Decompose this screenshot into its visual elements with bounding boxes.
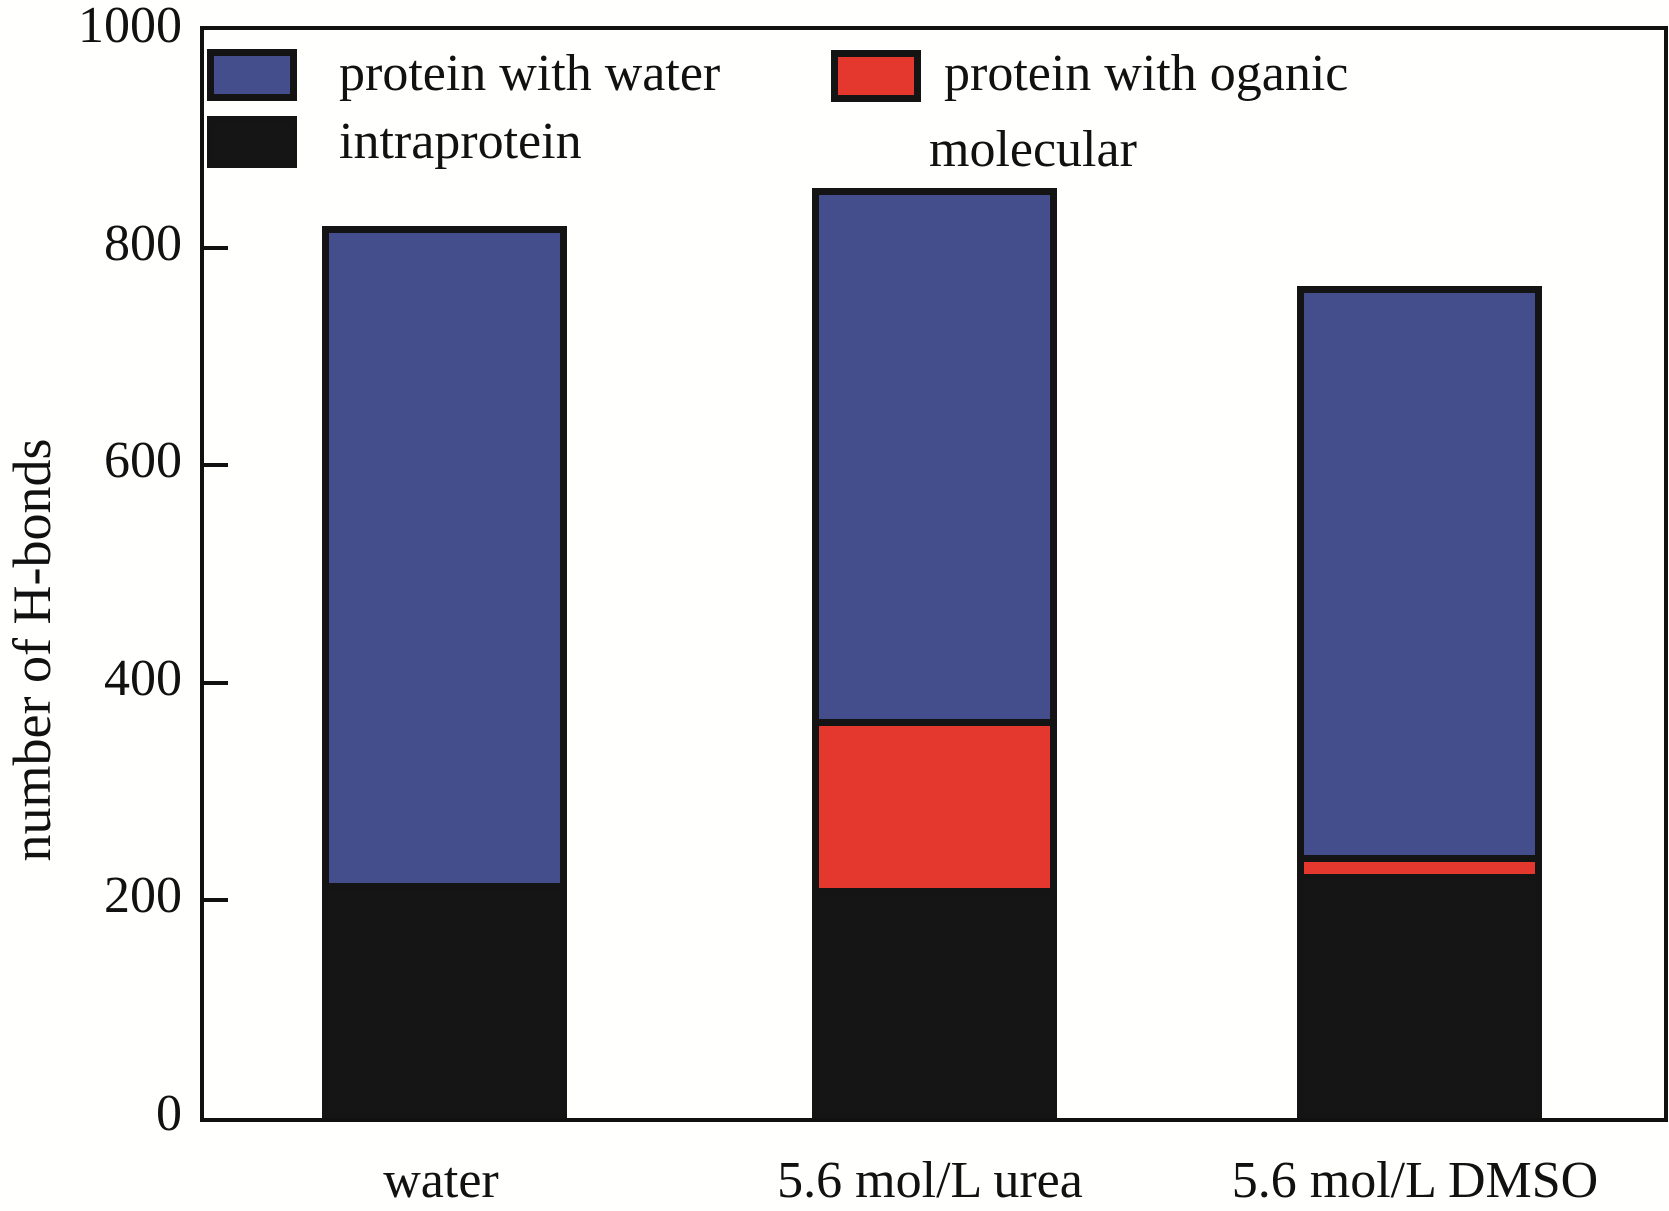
x-tick-label-water: water	[383, 1152, 499, 1209]
y-tick-800	[204, 246, 228, 250]
y-tick-600	[204, 463, 228, 467]
x-tick-label-5-6-mol-l-urea: 5.6 mol/L urea	[777, 1152, 1083, 1209]
x-tick-label-5-6-mol-l-dmso: 5.6 mol/L DMSO	[1231, 1152, 1599, 1209]
y-tick-label-600: 600	[104, 432, 182, 489]
legend-label-intraprotein: intraprotein	[339, 113, 582, 170]
y-tick-400	[204, 681, 228, 685]
legend-label-protein-with-water: protein with water	[339, 45, 721, 102]
legend-label-protein-with-organic-line1: protein with oganic	[944, 45, 1349, 102]
y-tick-label-400: 400	[104, 650, 182, 707]
y-tick-label-0: 0	[156, 1085, 182, 1142]
plot-area: protein with water intraprotein protein …	[200, 26, 1668, 1122]
bar-segment-intraprotein	[812, 895, 1057, 1118]
y-tick-label-1000: 1000	[78, 0, 182, 54]
bar-water	[322, 226, 567, 1118]
bar-5-6-mol-l-dmso	[1297, 286, 1542, 1118]
bar-segment-protein-with-water	[1297, 286, 1542, 863]
legend-swatch-protein-with-water	[207, 49, 297, 101]
y-tick-label-800: 800	[104, 215, 182, 272]
legend-swatch-protein-with-organic	[831, 50, 921, 102]
legend-swatch-intraprotein	[207, 116, 297, 168]
y-tick-label-200: 200	[104, 867, 182, 924]
bar-segment-protein-with-oganic-molecular	[1297, 862, 1542, 881]
bar-segment-protein-with-water	[812, 188, 1057, 727]
y-tick-200	[204, 898, 228, 902]
legend: protein with water intraprotein protein …	[204, 30, 1669, 250]
bar-segment-protein-with-oganic-molecular	[812, 726, 1057, 896]
bar-segment-intraprotein	[322, 889, 567, 1118]
bar-segment-protein-with-water	[322, 226, 567, 890]
legend-label-protein-with-organic-line2: molecular	[929, 121, 1137, 178]
bar-5-6-mol-l-urea	[812, 188, 1057, 1118]
bar-segment-intraprotein	[1297, 880, 1542, 1118]
